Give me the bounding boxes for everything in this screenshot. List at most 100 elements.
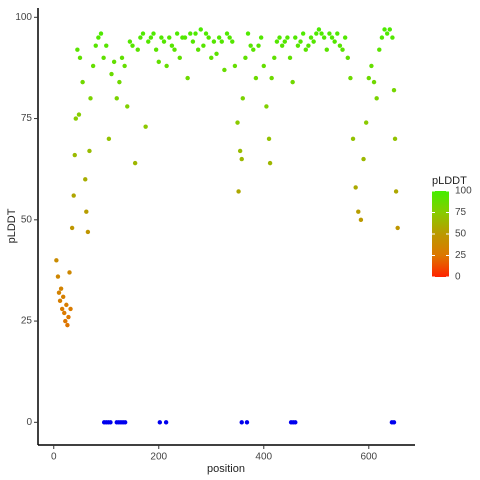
- y-tick-label: 100: [15, 12, 32, 23]
- point: [214, 51, 219, 56]
- point: [61, 294, 66, 299]
- point: [356, 209, 361, 214]
- point: [108, 420, 113, 425]
- point: [327, 31, 332, 36]
- point: [390, 35, 395, 40]
- point: [264, 104, 269, 109]
- point: [350, 136, 356, 142]
- point: [77, 55, 83, 61]
- legend-tick-label: 75: [455, 207, 467, 218]
- point: [366, 75, 371, 81]
- point: [300, 31, 306, 36]
- point: [88, 96, 93, 101]
- point: [377, 47, 382, 52]
- point: [71, 193, 76, 198]
- point: [379, 35, 385, 40]
- point: [293, 35, 298, 40]
- legend-tick-label: 25: [455, 250, 467, 261]
- point: [374, 96, 379, 101]
- point: [164, 63, 169, 69]
- point: [342, 35, 348, 40]
- point: [69, 225, 75, 231]
- point: [395, 225, 400, 231]
- point: [392, 136, 398, 142]
- point: [319, 31, 324, 36]
- point: [182, 35, 188, 40]
- point: [277, 35, 282, 40]
- point: [72, 152, 77, 158]
- point: [306, 43, 311, 48]
- point: [335, 31, 340, 36]
- point: [240, 96, 245, 101]
- point: [193, 31, 198, 36]
- point: [127, 39, 133, 44]
- point: [209, 55, 214, 61]
- point: [117, 79, 122, 85]
- point: [361, 156, 366, 162]
- point: [157, 420, 163, 425]
- x-tick-label: 200: [150, 452, 167, 463]
- point: [177, 55, 182, 61]
- point: [237, 148, 243, 154]
- point: [295, 43, 301, 48]
- point: [55, 274, 61, 279]
- point: [84, 209, 89, 214]
- point: [316, 27, 322, 32]
- point: [125, 104, 130, 109]
- point: [132, 160, 138, 166]
- point: [148, 35, 154, 40]
- point: [161, 39, 167, 44]
- legend-bar: [432, 191, 449, 277]
- y-tick-label: 75: [21, 113, 33, 124]
- point: [384, 31, 390, 36]
- point: [66, 314, 71, 320]
- point: [371, 79, 377, 85]
- point: [90, 63, 96, 69]
- point: [57, 298, 63, 304]
- point: [308, 35, 314, 40]
- point: [62, 310, 67, 316]
- point: [58, 286, 64, 291]
- legend-tick-label: 0: [455, 272, 461, 283]
- point: [151, 31, 156, 36]
- point: [266, 136, 272, 142]
- point: [143, 124, 148, 129]
- point: [195, 47, 201, 52]
- x-axis-label: position: [207, 463, 245, 475]
- point: [65, 322, 70, 328]
- point: [337, 43, 343, 48]
- point: [163, 420, 169, 425]
- point: [216, 35, 222, 40]
- point: [256, 43, 261, 48]
- point: [93, 43, 98, 48]
- point: [340, 47, 345, 52]
- legend-tick-label: 50: [455, 229, 467, 240]
- point: [201, 43, 206, 48]
- point: [311, 39, 316, 44]
- point: [76, 112, 82, 117]
- point: [258, 35, 264, 40]
- point: [73, 116, 79, 121]
- point: [75, 47, 80, 52]
- legend-title: pLDDT: [432, 175, 467, 187]
- point: [211, 39, 217, 44]
- point: [279, 43, 285, 48]
- point: [80, 79, 85, 85]
- point: [321, 35, 327, 40]
- point: [298, 39, 303, 44]
- point: [332, 39, 337, 44]
- point: [203, 31, 209, 36]
- point: [190, 39, 196, 44]
- point: [369, 63, 374, 69]
- point: [111, 59, 117, 65]
- point: [119, 55, 125, 61]
- point: [114, 96, 119, 101]
- point: [85, 229, 91, 235]
- point: [140, 31, 146, 36]
- point: [232, 63, 238, 69]
- point: [282, 39, 287, 44]
- point: [172, 47, 177, 52]
- point: [345, 55, 350, 61]
- point: [153, 47, 159, 52]
